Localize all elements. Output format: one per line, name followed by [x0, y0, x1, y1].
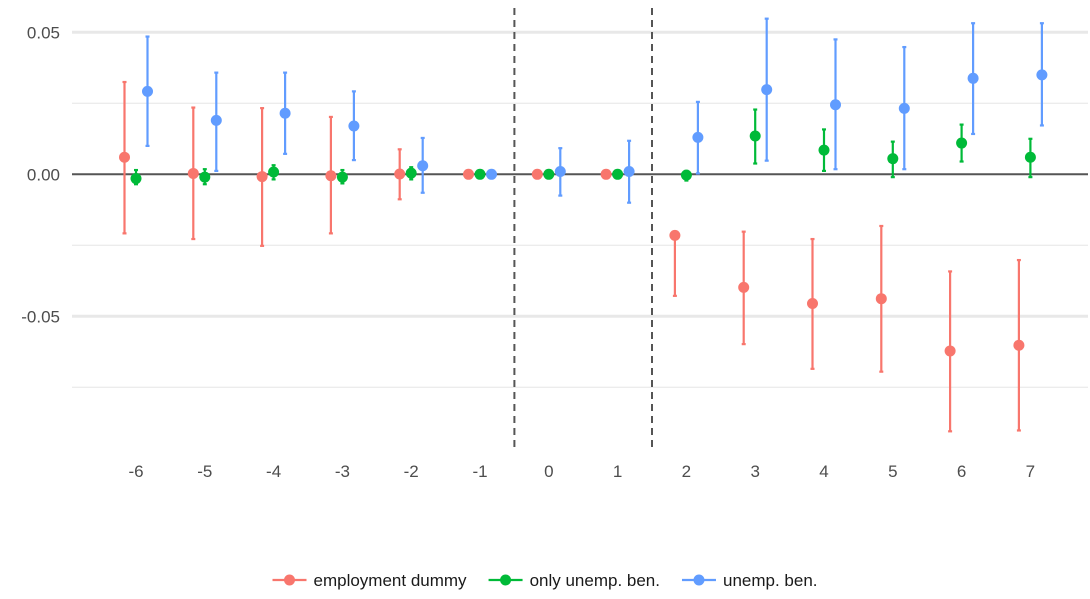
data-point	[669, 229, 681, 241]
data-point	[898, 102, 910, 114]
data-point	[967, 72, 979, 84]
y-tick-label: 0.00	[27, 165, 60, 184]
data-point	[531, 168, 543, 180]
data-point	[887, 153, 899, 165]
data-point	[348, 120, 360, 132]
data-point	[463, 168, 474, 180]
data-point	[210, 114, 222, 126]
data-point	[187, 167, 199, 179]
data-point	[336, 171, 348, 183]
data-point	[142, 85, 153, 97]
data-point	[325, 170, 337, 182]
data-point	[554, 165, 566, 177]
x-tick-label: -1	[472, 462, 487, 481]
y-tick-label: 0.05	[27, 23, 60, 42]
x-tick-label: 3	[750, 462, 759, 481]
data-point	[875, 293, 887, 305]
x-tick-label: 4	[819, 462, 828, 481]
data-point	[692, 131, 704, 143]
legend-key-point	[500, 574, 512, 586]
data-point	[417, 160, 429, 172]
data-point	[279, 107, 291, 119]
data-point	[944, 345, 956, 357]
data-point	[130, 173, 142, 185]
legend-key-point	[284, 574, 295, 586]
data-point	[623, 165, 635, 177]
x-tick-label: 1	[613, 462, 622, 481]
data-point	[1036, 69, 1048, 81]
data-point	[761, 84, 773, 96]
data-point	[807, 298, 818, 310]
x-tick-label: -4	[266, 462, 281, 481]
series-employment-dummy	[119, 80, 1025, 433]
y-tick-label: -0.05	[21, 307, 60, 326]
reference-lines	[72, 8, 1088, 450]
legend-label: employment dummy	[314, 571, 468, 590]
x-tick-label: -2	[404, 462, 419, 481]
series-layer	[119, 17, 1048, 433]
x-tick-label: 6	[957, 462, 966, 481]
legend: employment dummy only unemp. ben. unemp. b…	[272, 571, 818, 590]
data-point	[474, 168, 486, 180]
data-point	[749, 130, 761, 142]
data-point	[956, 137, 968, 149]
legend-label: only unemp. ben.	[530, 571, 660, 590]
data-point	[119, 151, 130, 163]
series-only-unemp-ben-	[130, 108, 1036, 186]
legend-key-point	[693, 574, 705, 586]
data-point	[818, 144, 830, 156]
data-point	[600, 168, 612, 180]
data-point	[394, 168, 406, 180]
data-point	[486, 168, 497, 180]
x-tick-label: -5	[197, 462, 212, 481]
data-point	[1013, 339, 1025, 351]
data-point	[680, 169, 692, 181]
data-point	[543, 168, 555, 180]
x-tick-label: 7	[1026, 462, 1035, 481]
data-point	[738, 281, 750, 293]
data-point	[268, 166, 280, 178]
series-unemp-ben-	[142, 17, 1048, 204]
x-tick-label: 0	[544, 462, 553, 481]
data-point	[830, 99, 841, 111]
x-tick-label: -6	[128, 462, 143, 481]
data-point	[1024, 151, 1036, 163]
data-point	[256, 171, 268, 183]
data-point	[612, 168, 624, 180]
legend-label: unemp. ben.	[723, 571, 818, 590]
axis-labels: 0.05 0.00 -0.05 -6 -5 -4 -3 -2 -1 0 1 2 3 4 5 6 7	[21, 23, 1035, 481]
x-tick-label: -3	[335, 462, 350, 481]
data-point	[405, 167, 417, 179]
data-point	[199, 171, 211, 183]
x-tick-label: 2	[682, 462, 691, 481]
x-tick-label: 5	[888, 462, 897, 481]
grid-layer	[72, 30, 1088, 388]
